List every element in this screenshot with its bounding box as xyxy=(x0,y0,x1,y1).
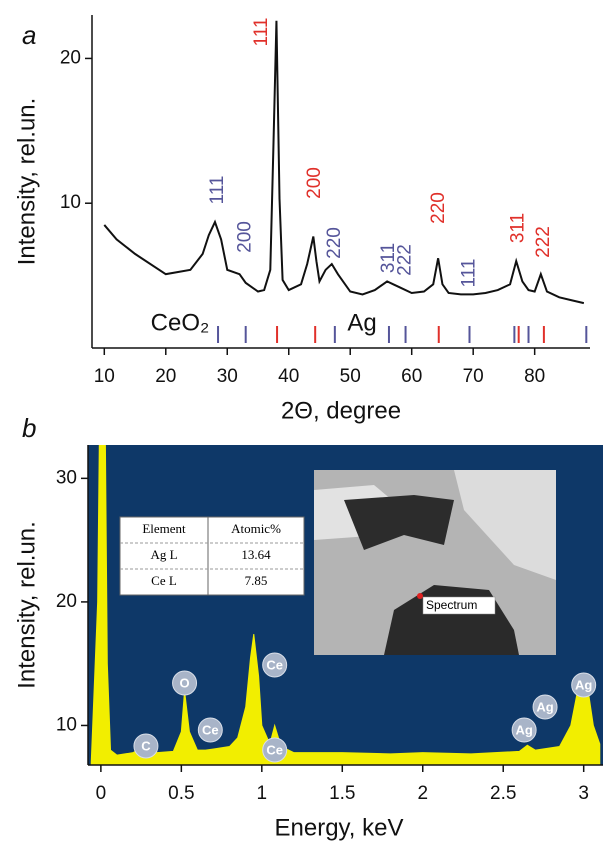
x-tick-label: 40 xyxy=(278,366,299,387)
table-cell: Ce L xyxy=(151,573,177,588)
element-label: Ag xyxy=(575,677,592,692)
table-cell: 7.85 xyxy=(245,573,268,588)
peak-label: 222 xyxy=(533,226,554,258)
image-light-region xyxy=(454,470,556,580)
x-axis-title: 2Θ, degree xyxy=(281,397,401,424)
x-tick-label: 10 xyxy=(94,366,115,387)
peak-label: 200 xyxy=(235,221,256,253)
x-tick-label: 20 xyxy=(155,366,176,387)
table-header: Atomic% xyxy=(231,521,281,536)
element-label: Ag xyxy=(536,699,553,714)
element-bubble xyxy=(262,652,288,678)
table-header: Element xyxy=(142,521,186,536)
x-tick-label: 2 xyxy=(417,783,428,804)
x-tick-label: 80 xyxy=(524,366,545,387)
x-tick-label: 0 xyxy=(96,783,107,804)
peak-label: 311 xyxy=(508,213,529,243)
y-tick-label: 10 xyxy=(60,192,81,213)
element-label: Ce xyxy=(266,657,283,672)
x-tick-label: 3 xyxy=(578,783,589,804)
x-axis-title: Energy, keV xyxy=(275,814,404,841)
peak-label: 311 xyxy=(378,243,399,273)
y-tick-label: 20 xyxy=(56,591,77,612)
peak-label: 222 xyxy=(395,244,416,276)
image-dark-region xyxy=(344,495,454,550)
element-bubble xyxy=(172,670,198,696)
element-bubble xyxy=(532,694,558,720)
x-tick-label: 50 xyxy=(340,366,361,387)
element-bubble xyxy=(197,717,223,743)
reference-name: Ag xyxy=(347,309,376,336)
spectrum xyxy=(90,445,601,765)
peak-label: 200 xyxy=(304,167,325,199)
x-tick-label: 1.5 xyxy=(329,783,355,804)
spectrum-label: Spectrum xyxy=(426,598,477,612)
peak-label: 220 xyxy=(324,227,345,259)
table-cell: Ag L xyxy=(150,547,177,562)
peak-label: 220 xyxy=(428,192,449,224)
element-label: Ag xyxy=(515,722,532,737)
table-cell: 13.64 xyxy=(241,547,271,562)
element-label: C xyxy=(141,738,151,753)
x-tick-label: 30 xyxy=(217,366,238,387)
inset-table xyxy=(119,516,305,596)
panel-label: a xyxy=(22,20,36,50)
element-label: O xyxy=(180,675,190,690)
curve xyxy=(103,20,585,305)
x-tick-label: 2.5 xyxy=(490,783,516,804)
element-label: Ce xyxy=(266,742,283,757)
peak-label: 111 xyxy=(207,176,228,205)
y-tick-label: 10 xyxy=(56,714,77,735)
y-tick-label: 30 xyxy=(56,467,77,488)
element-bubble xyxy=(262,737,288,763)
y-tick-label: 20 xyxy=(60,47,81,68)
reference-name: CeO₂ xyxy=(151,309,210,336)
x-tick-label: 70 xyxy=(463,366,484,387)
y-axis-title: Intensity, rel.un. xyxy=(13,98,40,266)
x-tick-label: 1 xyxy=(257,783,268,804)
spectrum-tag xyxy=(422,596,496,615)
panel-b: C O Ce Ce Ce Ag Ag Ag Element Atomic% Ag L 13.64 Ce … xyxy=(13,413,603,841)
x-tick-label: 0.5 xyxy=(168,783,194,804)
element-bubble xyxy=(133,733,159,759)
peak-label: 111 xyxy=(251,18,272,47)
element-bubble xyxy=(571,672,597,698)
element-bubble xyxy=(511,717,537,743)
peak-label: 111 xyxy=(459,259,480,288)
panel-label: b xyxy=(22,413,36,443)
spectrum-point xyxy=(417,593,423,599)
y-axis-title: Intensity, rel.un. xyxy=(13,521,40,689)
element-label: Ce xyxy=(202,722,219,737)
x-tick-label: 60 xyxy=(401,366,422,387)
